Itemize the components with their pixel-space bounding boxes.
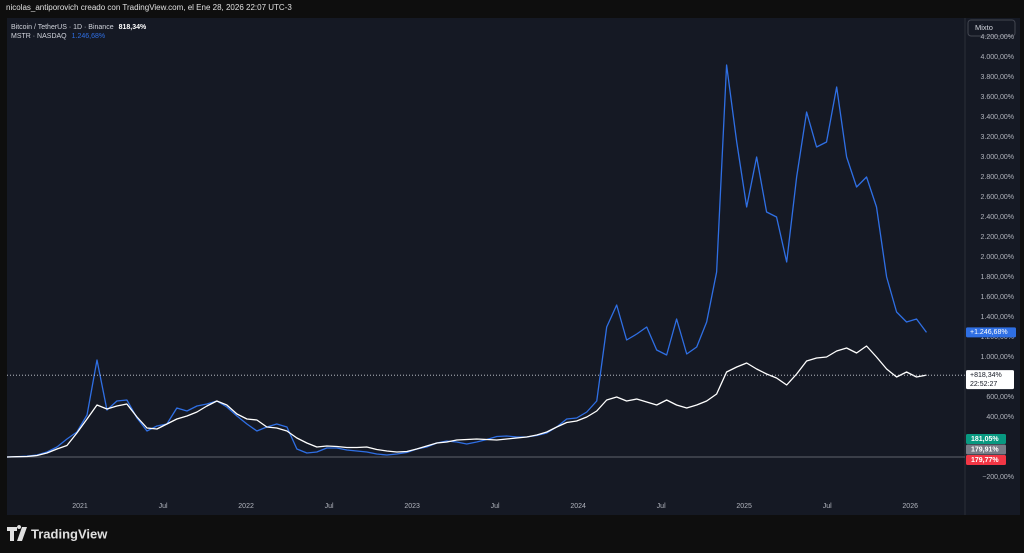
x-tick-label: Jul xyxy=(325,503,334,510)
x-tick-label: 2022 xyxy=(238,503,254,510)
y-tick-label: 3.000,00% xyxy=(981,154,1014,161)
price-tag-label: 181,05% xyxy=(971,436,999,443)
price-tag-label: 179,91% xyxy=(971,446,999,453)
mode-button-label[interactable]: Mixto xyxy=(975,23,993,32)
y-tick-label: 2.200,00% xyxy=(981,234,1014,241)
y-tick-label: 1.000,00% xyxy=(981,354,1014,361)
legend-value: 1.246,68% xyxy=(72,33,105,40)
y-tick-label: 3.600,00% xyxy=(981,94,1014,101)
x-tick-label: Jul xyxy=(159,503,168,510)
y-tick-label: 2.600,00% xyxy=(981,194,1014,201)
brand: TradingView xyxy=(31,526,108,541)
countdown: 22:52:27 xyxy=(970,381,997,388)
y-tick-label: 1.400,00% xyxy=(981,314,1014,321)
y-tick-label: 1.200,00% xyxy=(981,334,1014,341)
y-tick-label: −200,00% xyxy=(982,474,1014,481)
y-tick-label: 600,00% xyxy=(986,394,1014,401)
y-tick-label: 3.200,00% xyxy=(981,134,1014,141)
x-tick-label: 2026 xyxy=(902,503,918,510)
series-line xyxy=(6,64,928,458)
price-tag xyxy=(966,444,1006,455)
x-tick-label: Jul xyxy=(823,503,832,510)
x-tick-label: 2025 xyxy=(736,503,752,510)
brand-logo: TradingView xyxy=(7,525,108,541)
y-tick-label: 1.600,00% xyxy=(981,294,1014,301)
x-tick-label: Jul xyxy=(491,503,500,510)
x-tick-label: 2021 xyxy=(72,503,88,510)
y-tick-label: 2.400,00% xyxy=(981,214,1014,221)
y-tick-label: 2.000,00% xyxy=(981,254,1014,261)
x-tick-label: Jul xyxy=(657,503,666,510)
header: nicolas_antiporovich creado con TradingV… xyxy=(6,3,292,12)
y-tick-label: 1.800,00% xyxy=(981,274,1014,281)
mode-button[interactable] xyxy=(967,19,1016,37)
chart-panel xyxy=(7,18,1020,515)
price-tag xyxy=(966,455,1006,465)
legend-name: MSTR · NASDAQ xyxy=(11,33,67,40)
price-tag xyxy=(966,434,1006,444)
legend-value: 818,34% xyxy=(119,24,147,31)
y-tick-label: 4.000,00% xyxy=(981,54,1014,61)
x-tick-label: 2023 xyxy=(404,503,420,510)
last-value-tag xyxy=(966,327,1016,338)
y-tick-label: 2.800,00% xyxy=(981,174,1014,181)
last-value-tag xyxy=(966,370,1014,390)
y-tick-label: 4.200,00% xyxy=(981,34,1014,41)
y-tick-label: 3.800,00% xyxy=(981,74,1014,81)
last-value-label: +818,34% xyxy=(970,372,1002,379)
y-tick-label: 400,00% xyxy=(986,414,1014,421)
y-tick-label: 3.400,00% xyxy=(981,114,1014,121)
legend-name: Bitcoin / TetherUS · 1D · Binance xyxy=(11,24,114,31)
series-line xyxy=(6,345,927,458)
last-value-label: +1.246,68% xyxy=(970,329,1008,336)
price-tag-label: 179,77% xyxy=(971,457,999,464)
x-tick-label: 2024 xyxy=(570,503,586,510)
